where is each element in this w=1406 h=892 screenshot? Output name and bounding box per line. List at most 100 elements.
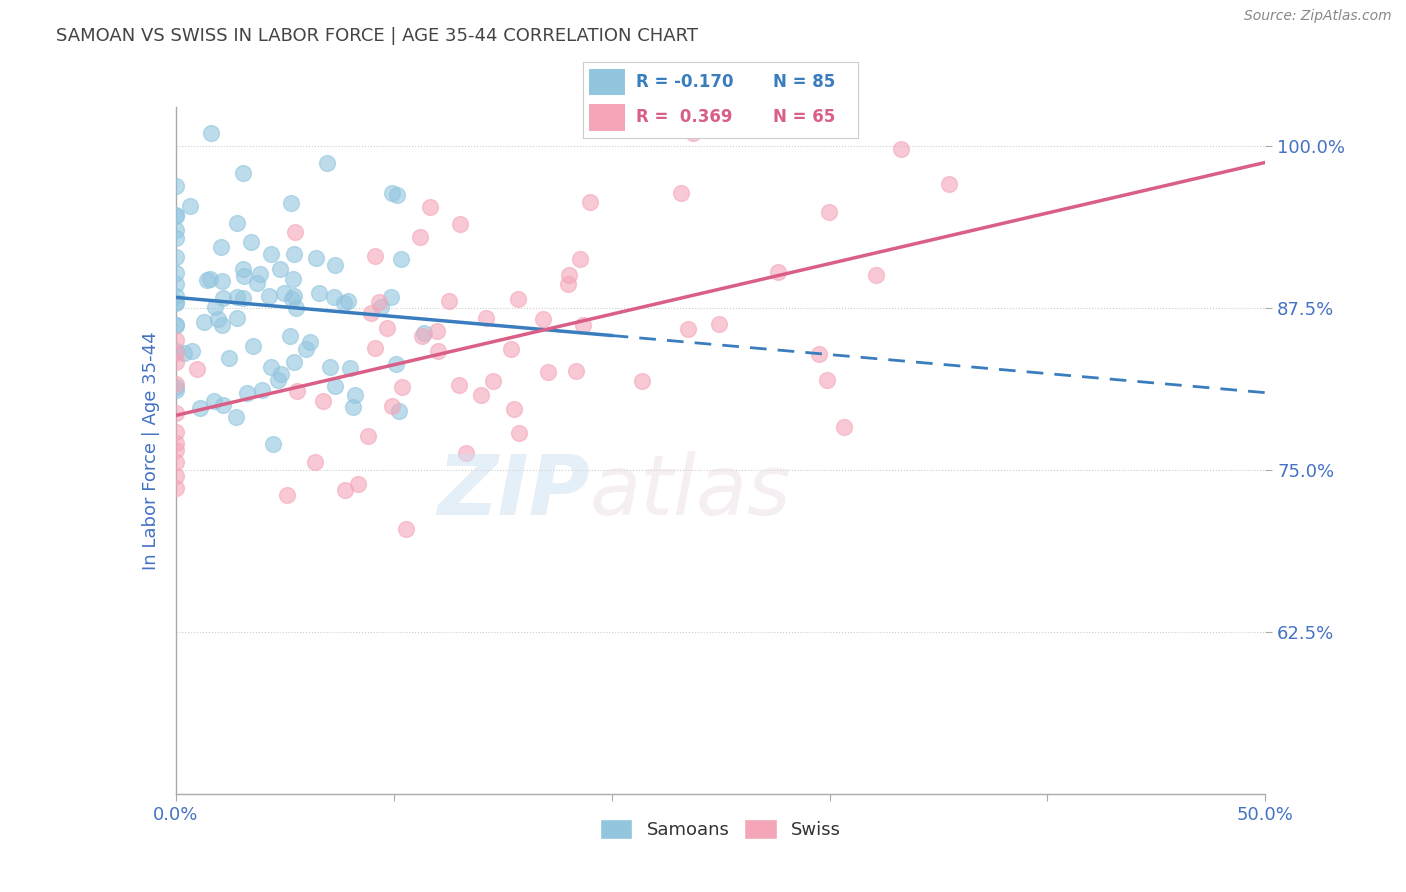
Point <box>165 455 187 469</box>
Point <box>165 344 187 359</box>
Point <box>395 522 418 536</box>
Point <box>385 188 408 202</box>
Point <box>631 374 654 388</box>
Point <box>165 277 187 292</box>
Point <box>284 301 307 316</box>
Point <box>225 216 247 230</box>
Point <box>370 300 392 314</box>
Point <box>865 268 887 282</box>
Point <box>375 320 398 334</box>
Point <box>817 372 839 386</box>
Point <box>218 351 240 366</box>
Point <box>165 334 187 348</box>
Point <box>308 285 330 300</box>
Point <box>202 393 225 408</box>
Point <box>200 126 222 140</box>
Point <box>165 289 187 303</box>
Point <box>232 269 254 284</box>
Point <box>246 276 269 290</box>
Point <box>207 311 229 326</box>
Bar <box>589 104 624 130</box>
Point <box>323 379 346 393</box>
Point <box>165 443 187 458</box>
Point <box>557 277 579 292</box>
Point <box>344 388 367 402</box>
Point <box>211 291 233 305</box>
Point <box>346 477 368 491</box>
Point <box>295 342 318 356</box>
Point <box>179 199 201 213</box>
Point <box>165 436 187 450</box>
Point <box>285 384 308 399</box>
Point <box>259 246 281 260</box>
Point <box>235 385 257 400</box>
Point <box>165 178 187 193</box>
Point <box>531 312 554 326</box>
Point <box>299 334 322 349</box>
Point <box>384 357 406 371</box>
Point <box>682 126 704 140</box>
Point <box>409 230 432 244</box>
Point <box>364 341 387 355</box>
Point <box>165 318 187 333</box>
Point <box>568 252 591 266</box>
Point <box>281 292 304 306</box>
Bar <box>589 69 624 95</box>
Point <box>323 258 346 272</box>
Point <box>165 384 187 398</box>
Point <box>938 177 960 191</box>
Point <box>475 310 498 325</box>
Point <box>269 262 291 277</box>
Point <box>426 324 449 338</box>
Point <box>257 289 280 303</box>
Point <box>669 186 692 201</box>
Point <box>249 267 271 281</box>
Point <box>270 368 292 382</box>
Point <box>276 488 298 502</box>
Point <box>283 247 305 261</box>
Point <box>284 225 307 239</box>
Point <box>165 295 187 310</box>
Point <box>188 401 211 416</box>
Point <box>242 339 264 353</box>
Point <box>165 223 187 237</box>
Point <box>165 250 187 264</box>
Point <box>267 373 290 387</box>
Point <box>449 218 471 232</box>
Point <box>165 209 187 223</box>
Point <box>304 454 326 468</box>
Point <box>165 208 187 222</box>
Point <box>165 380 187 394</box>
Y-axis label: In Labor Force | Age 35-44: In Labor Force | Age 35-44 <box>142 331 160 570</box>
Point <box>419 200 441 214</box>
Text: ZIP: ZIP <box>437 451 591 533</box>
Point <box>807 347 830 361</box>
Point <box>211 318 233 333</box>
Text: SAMOAN VS SWISS IN LABOR FORCE | AGE 35-44 CORRELATION CHART: SAMOAN VS SWISS IN LABOR FORCE | AGE 35-… <box>56 27 699 45</box>
Point <box>173 346 195 360</box>
Point <box>333 296 356 310</box>
Point <box>165 406 187 420</box>
Point <box>564 364 586 378</box>
Point <box>239 235 262 249</box>
Point <box>537 365 560 379</box>
Point <box>456 446 478 460</box>
Point <box>481 374 503 388</box>
Point <box>470 388 492 402</box>
Point <box>232 166 254 180</box>
Point <box>508 426 530 441</box>
Point <box>312 394 335 409</box>
Point <box>250 383 273 397</box>
Point <box>766 265 789 279</box>
Point <box>209 240 232 254</box>
Point <box>165 481 187 495</box>
Point <box>305 251 328 265</box>
Point <box>283 355 305 369</box>
Point <box>319 359 342 374</box>
Point <box>447 378 470 392</box>
Point <box>165 355 187 369</box>
Point <box>818 204 841 219</box>
Text: N = 85: N = 85 <box>773 73 835 91</box>
Text: R =  0.369: R = 0.369 <box>636 109 733 127</box>
Point <box>579 195 602 210</box>
